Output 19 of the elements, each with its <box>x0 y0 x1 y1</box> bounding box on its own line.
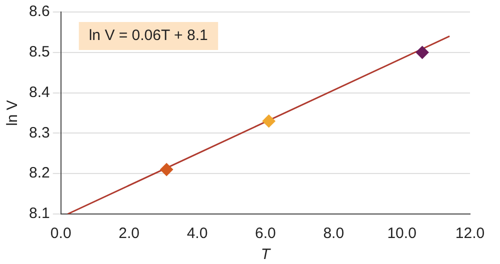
x-tick-label: 0.0 <box>50 225 72 242</box>
point <box>416 46 429 59</box>
y-tick-label: 8.2 <box>28 164 50 182</box>
y-tick-label: 8.1 <box>28 205 50 222</box>
annotation: ln V = 0.06T + 8.1 <box>88 27 208 44</box>
x-tick-label: 6.0 <box>254 225 276 242</box>
y-axis-title: ln V <box>4 100 22 126</box>
y-tick-label: 8.5 <box>28 44 50 61</box>
point <box>160 163 174 176</box>
x-axis-title: T <box>260 246 272 264</box>
y-tick-label: 8.4 <box>28 84 50 101</box>
x-tick-label: 8.0 <box>323 225 344 242</box>
x-tick-label: 10.0 <box>387 225 416 242</box>
y-tick-label: 8.6 <box>28 3 50 20</box>
y-tick-label: 8.3 <box>28 124 50 142</box>
x-tick-label: 4.0 <box>186 225 208 242</box>
point <box>262 114 276 128</box>
x-tick-label: 12.0 <box>455 225 485 242</box>
x-tick-label: 2.0 <box>118 225 140 242</box>
